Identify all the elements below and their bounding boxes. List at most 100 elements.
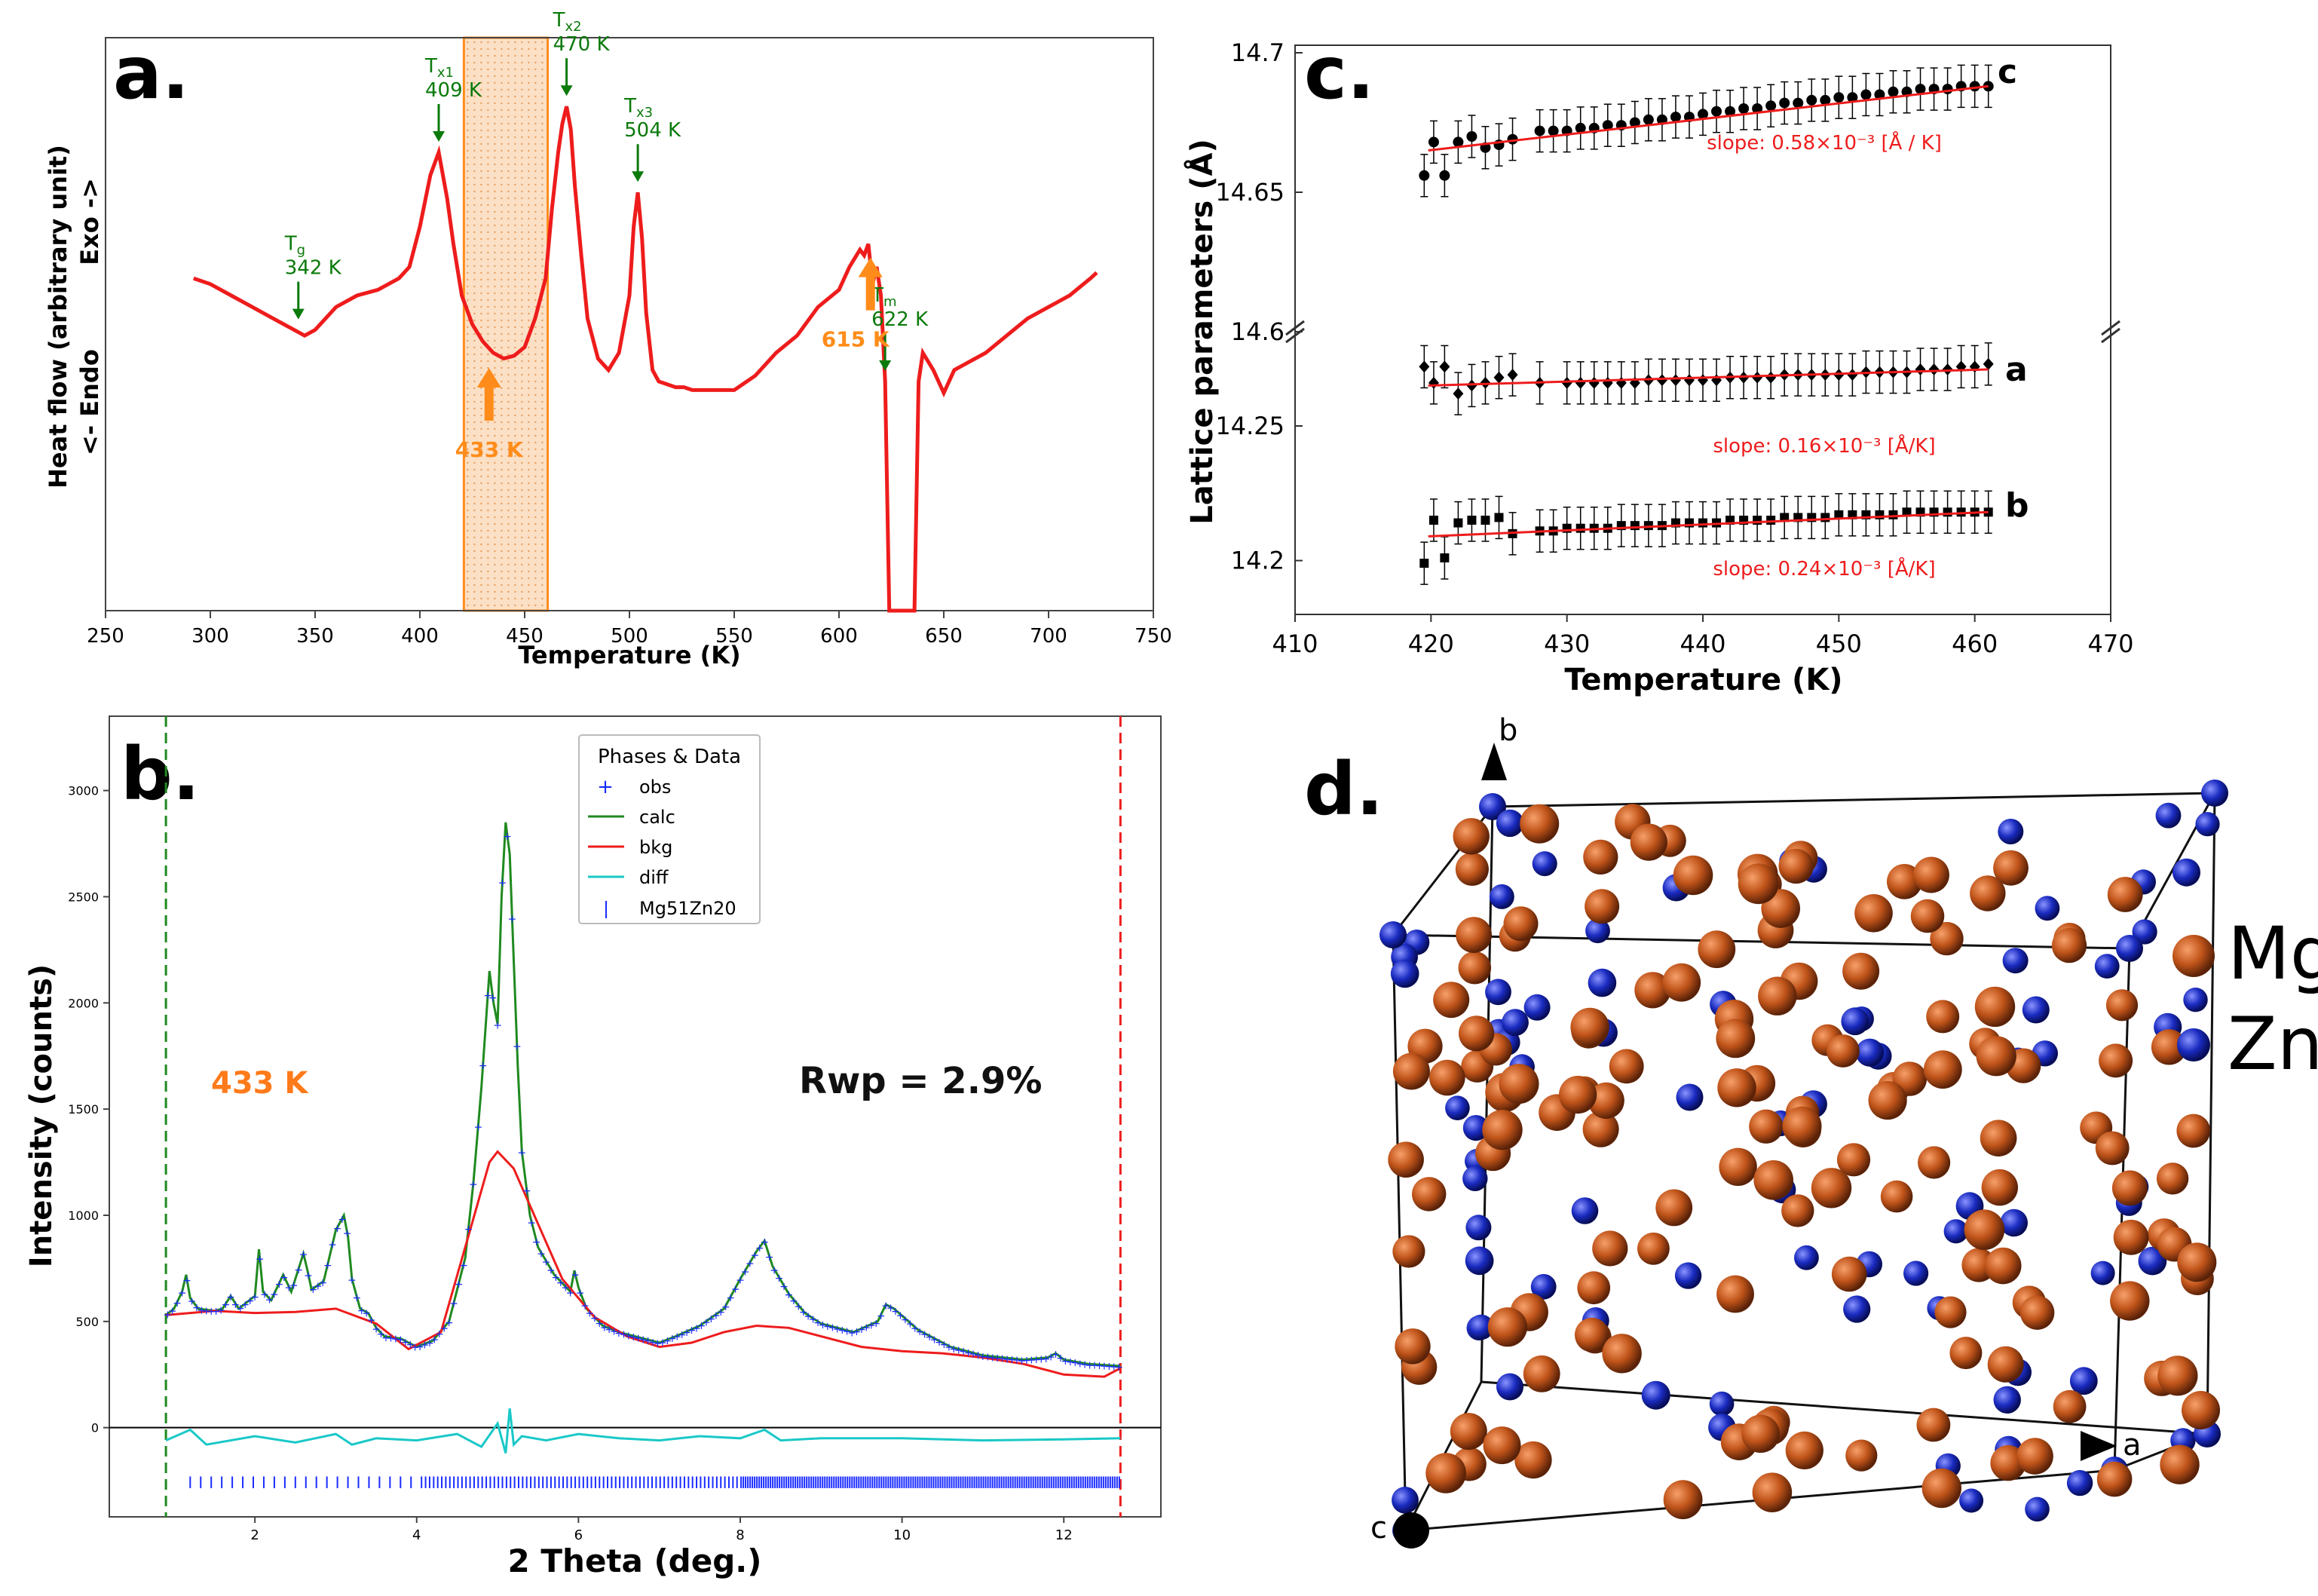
shade-dot [467, 244, 469, 247]
shade-dot [494, 394, 496, 397]
shade-dot [501, 231, 503, 234]
obs-point: + [741, 1267, 750, 1279]
obs-point: + [207, 1306, 216, 1318]
shade-dot [494, 604, 496, 607]
shade-dot [501, 394, 503, 397]
shade-dot [480, 441, 482, 444]
obs-point: + [716, 1307, 725, 1319]
shade-dot [534, 556, 537, 559]
shade-dot [467, 231, 469, 234]
shade-dot [473, 522, 476, 525]
obs-point: + [192, 1302, 201, 1314]
shade-dot [480, 109, 482, 112]
shade-dot [473, 319, 476, 322]
shade-dot [541, 176, 544, 179]
shade-dot [501, 210, 503, 213]
shade-dot [528, 380, 530, 383]
shade-dot [487, 577, 489, 580]
shade-dot [494, 332, 496, 335]
shade-dot [480, 414, 482, 417]
shade-dot [501, 163, 503, 166]
shade-dot [541, 332, 544, 335]
shade-dot [467, 258, 469, 261]
shade-dot [501, 550, 503, 553]
x-tick-label: 8 [736, 1527, 744, 1543]
obs-point: + [998, 1353, 1007, 1365]
shade-dot [473, 41, 476, 44]
shade-dot [467, 400, 469, 403]
shade-dot [528, 522, 530, 525]
shade-dot [534, 224, 537, 227]
shade-dot [541, 210, 544, 213]
obs-point: + [473, 1122, 482, 1134]
shade-dot [514, 149, 516, 152]
shade-dot [467, 251, 469, 254]
shade-dot [480, 387, 482, 390]
shade-dot [467, 163, 469, 166]
shade-dot [494, 563, 496, 566]
point-a [1683, 374, 1695, 387]
shade-dot [514, 604, 516, 607]
point-b [1630, 521, 1640, 531]
shade-dot [534, 271, 537, 274]
shade-dot [473, 47, 476, 51]
shade-dot [480, 47, 482, 51]
shade-dot [521, 163, 523, 166]
shade-dot [514, 543, 516, 546]
shade-dot [487, 604, 489, 607]
shade-dot [487, 271, 489, 274]
shade-dot [473, 584, 476, 587]
obs-point: + [163, 1310, 172, 1322]
obs-point: + [949, 1343, 958, 1356]
shade-dot [467, 129, 469, 132]
obs-point: + [556, 1277, 565, 1289]
zn-atom [1709, 1391, 1735, 1417]
obs-point: + [731, 1283, 740, 1295]
obs-point: + [212, 1306, 221, 1318]
shade-dot [534, 292, 537, 295]
shade-dot [514, 47, 516, 51]
x-tick-label: 440 [1680, 630, 1725, 658]
shade-dot [487, 448, 489, 451]
shade-dot [487, 543, 489, 546]
shade-dot [487, 441, 489, 444]
shade-dot [467, 176, 469, 179]
shade-dot [521, 292, 523, 295]
shade-dot [541, 68, 544, 71]
shade-dot [521, 176, 523, 179]
shade-dot [514, 292, 516, 295]
shade-dot [528, 414, 530, 417]
shade-dot [534, 475, 537, 478]
mg-atom [2053, 1389, 2087, 1423]
mg-atom [1993, 850, 2029, 886]
shade-dot [534, 495, 537, 498]
obs-point: + [532, 1236, 541, 1248]
shade-dot [534, 109, 537, 112]
mg-atom [1923, 1050, 1962, 1089]
shade-dot [521, 326, 523, 329]
shade-dot [473, 516, 476, 519]
shade-dot [494, 109, 496, 112]
shade-dot [467, 102, 469, 105]
unit-cell-atoms [1379, 780, 2228, 1544]
shade-dot [467, 292, 469, 295]
shade-dot [534, 265, 537, 268]
cell-edge [1392, 934, 1407, 1531]
obs-point: + [294, 1264, 303, 1276]
obs-point: + [843, 1326, 852, 1338]
shade-dot [521, 360, 523, 363]
obs-point: + [905, 1319, 914, 1331]
obs-point: + [663, 1335, 672, 1347]
shade-dot [487, 332, 489, 335]
shade-dot [501, 54, 503, 57]
shade-dot [467, 346, 469, 349]
legend-obs: obs [639, 777, 671, 798]
cell-edge [1481, 1380, 2208, 1435]
crystallization-window-shading [462, 36, 550, 612]
mg-atom [1588, 1082, 1624, 1119]
shade-dot [541, 122, 544, 125]
shade-dot [473, 502, 476, 505]
shade-dot [501, 522, 503, 525]
mg-atom [1455, 852, 1489, 886]
shade-dot [501, 577, 503, 580]
